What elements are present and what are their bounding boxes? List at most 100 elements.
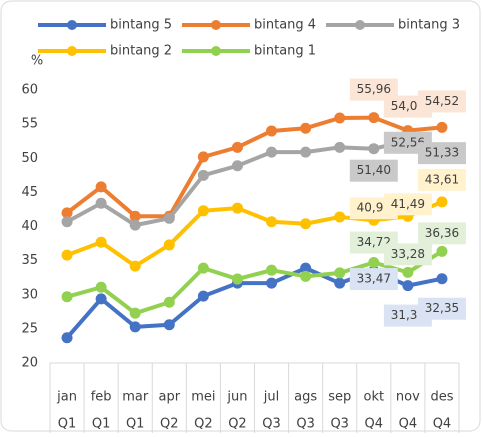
point-marker bbox=[436, 121, 448, 133]
x-tick-label: ags bbox=[294, 390, 317, 405]
x-tick-label: nov bbox=[396, 390, 420, 405]
point-marker bbox=[231, 160, 243, 172]
point-marker bbox=[231, 273, 243, 285]
x-tick-label: mei bbox=[191, 390, 215, 405]
point-marker bbox=[334, 112, 346, 124]
data-label-box bbox=[349, 159, 398, 182]
point-marker bbox=[129, 321, 141, 333]
point-marker bbox=[197, 169, 209, 181]
y-tick-label: 55 bbox=[21, 117, 38, 132]
point-marker bbox=[61, 216, 73, 228]
point-marker bbox=[368, 143, 380, 155]
data-label: 41,49 bbox=[391, 197, 425, 211]
y-tick-label: 40 bbox=[21, 219, 38, 234]
x-group-label: Q3 bbox=[330, 417, 349, 432]
point-marker bbox=[402, 280, 414, 292]
data-label: 51,33 bbox=[425, 146, 459, 160]
x-tick-label: des bbox=[430, 390, 453, 405]
point-marker bbox=[436, 196, 448, 208]
data-label-box bbox=[349, 78, 398, 101]
data-label: 34,72 bbox=[357, 235, 391, 249]
point-marker bbox=[197, 262, 209, 274]
data-label-box bbox=[383, 243, 432, 266]
x-tick-label: jan bbox=[56, 390, 77, 405]
data-label: 54,05 bbox=[391, 99, 425, 113]
x-tick-label: jun bbox=[226, 390, 247, 405]
point-marker bbox=[334, 211, 346, 223]
point-marker bbox=[163, 319, 175, 331]
y-tick-label: 35 bbox=[21, 253, 38, 268]
point-marker bbox=[334, 277, 346, 289]
data-label-box bbox=[417, 90, 466, 113]
data-label: 32,35 bbox=[425, 301, 459, 315]
point-marker bbox=[368, 112, 380, 124]
y-tick-label: 50 bbox=[21, 151, 38, 166]
point-marker bbox=[334, 267, 346, 279]
y-tick-label: 60 bbox=[21, 83, 38, 98]
x-group-label: Q4 bbox=[365, 417, 384, 432]
series-line bbox=[65, 115, 443, 219]
point-marker bbox=[129, 219, 141, 231]
x-group-label: Q3 bbox=[296, 417, 315, 432]
point-marker bbox=[300, 146, 312, 158]
y-axis-label: % bbox=[31, 54, 43, 69]
point-marker bbox=[95, 197, 107, 209]
legend-label: bintang 4 bbox=[254, 18, 316, 33]
y-tick-label: 20 bbox=[21, 356, 38, 371]
point-marker bbox=[334, 141, 346, 153]
legend-label: bintang 5 bbox=[110, 18, 172, 33]
data-label: 43,61 bbox=[425, 172, 459, 186]
x-tick-label: jul bbox=[263, 390, 279, 405]
point-marker bbox=[163, 212, 175, 224]
point-marker bbox=[163, 296, 175, 308]
data-label: 31,34 bbox=[391, 308, 425, 322]
x-tick-label: okt bbox=[363, 390, 384, 405]
point-marker bbox=[300, 270, 312, 282]
point-marker bbox=[95, 181, 107, 193]
x-group-label: Q2 bbox=[194, 417, 213, 432]
point-marker bbox=[163, 239, 175, 251]
data-label: 52,56 bbox=[391, 135, 425, 149]
legend-marker bbox=[67, 46, 77, 56]
point-marker bbox=[368, 257, 380, 269]
data-label-box bbox=[417, 297, 466, 320]
data-label: 55,96 bbox=[357, 82, 391, 96]
point-marker bbox=[61, 291, 73, 303]
legend-marker bbox=[67, 20, 77, 30]
x-group-label: Q1 bbox=[92, 417, 111, 432]
point-marker bbox=[436, 245, 448, 257]
point-marker bbox=[95, 293, 107, 305]
data-label-box bbox=[383, 193, 432, 216]
point-marker bbox=[61, 332, 73, 344]
x-group-label: Q1 bbox=[126, 417, 145, 432]
series-line bbox=[66, 200, 443, 269]
point-marker bbox=[129, 210, 141, 222]
point-marker bbox=[231, 141, 243, 153]
x-group-label: Q3 bbox=[262, 417, 281, 432]
x-tick-label: mar bbox=[122, 390, 149, 405]
y-tick-label: 45 bbox=[21, 185, 38, 200]
x-tick-label: feb bbox=[91, 390, 112, 405]
point-marker bbox=[197, 290, 209, 302]
point-marker bbox=[300, 262, 312, 274]
series-line bbox=[66, 249, 444, 316]
x-tick-label: apr bbox=[159, 390, 181, 405]
series-line bbox=[66, 138, 443, 228]
x-group-label: Q2 bbox=[228, 417, 247, 432]
point-marker bbox=[61, 207, 73, 219]
point-marker bbox=[300, 218, 312, 230]
legend-label: bintang 1 bbox=[254, 44, 316, 59]
point-marker bbox=[266, 216, 278, 228]
x-group-label: Q4 bbox=[433, 417, 452, 432]
x-group-label: Q4 bbox=[399, 417, 418, 432]
point-marker bbox=[266, 277, 278, 289]
point-marker bbox=[231, 202, 243, 214]
point-marker bbox=[61, 249, 73, 261]
data-label-box bbox=[349, 268, 398, 291]
point-marker bbox=[266, 264, 278, 276]
legend-label: bintang 2 bbox=[110, 44, 172, 59]
point-marker bbox=[129, 307, 141, 319]
point-marker bbox=[266, 125, 278, 137]
